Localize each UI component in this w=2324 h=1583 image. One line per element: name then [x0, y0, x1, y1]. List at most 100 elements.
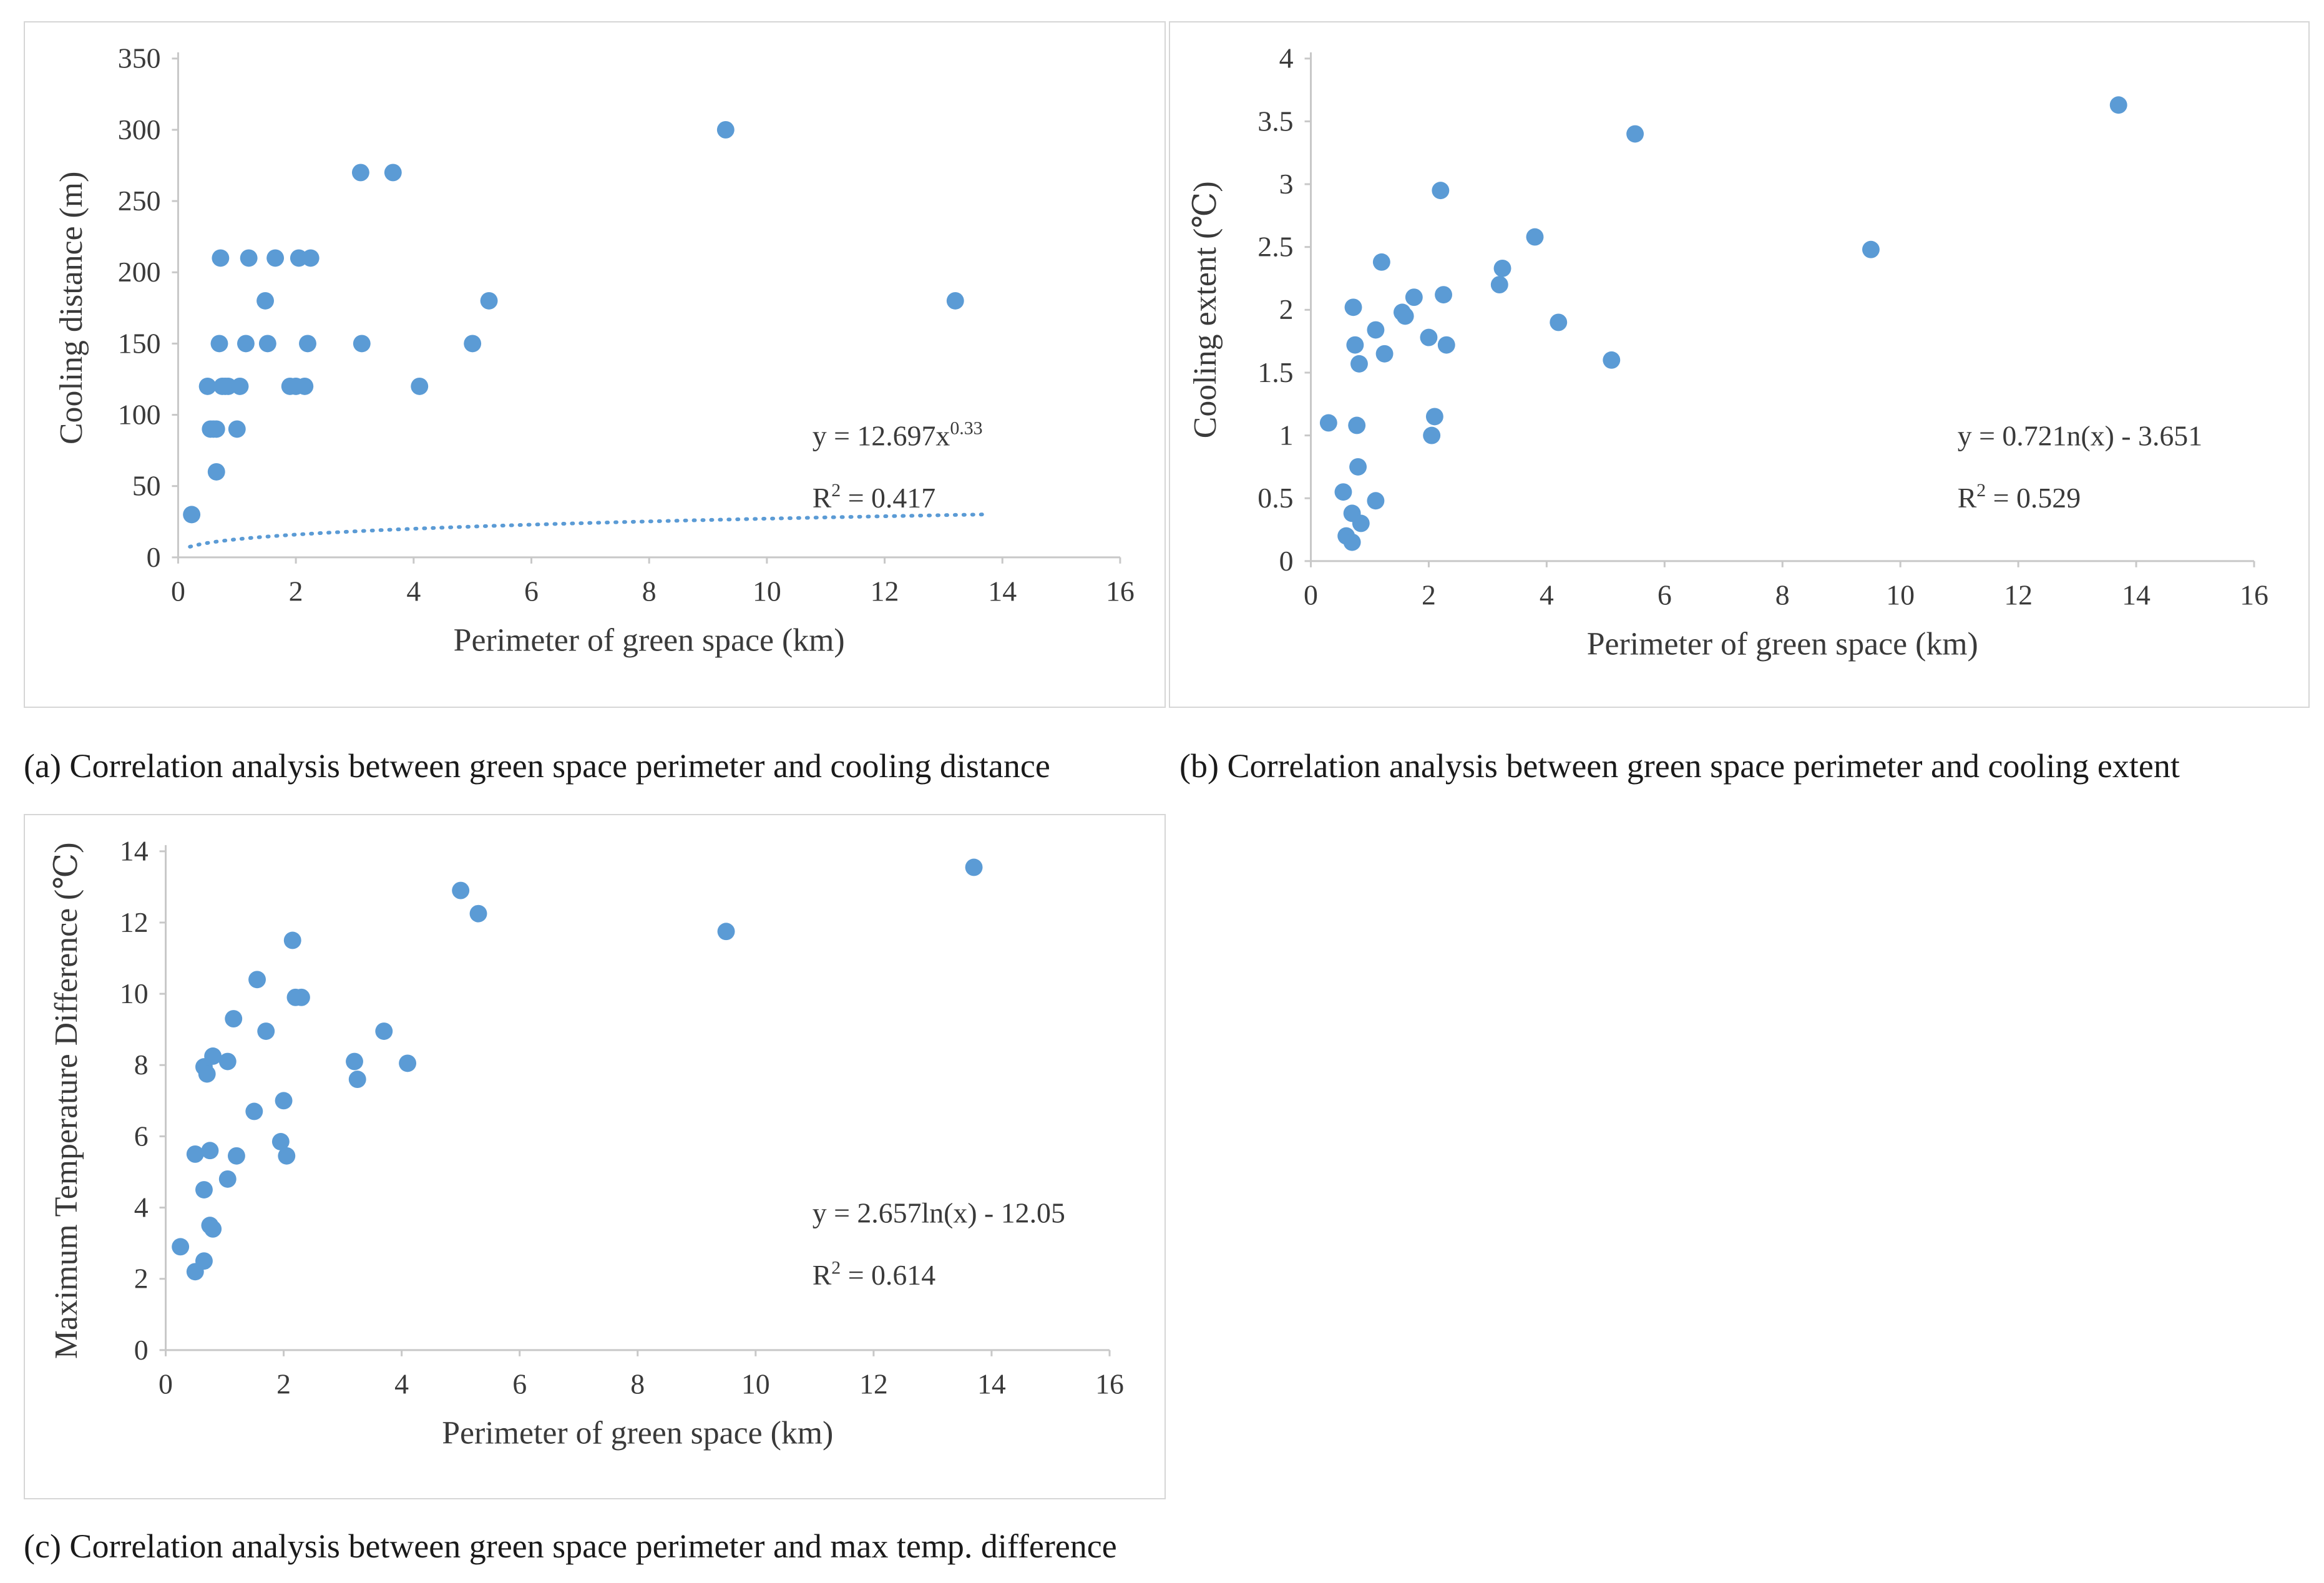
x-axis-title: Perimeter of green space (km)	[454, 622, 845, 658]
data-point	[2109, 96, 2127, 114]
r-squared-label: R2 = 0.417	[813, 480, 935, 514]
data-point	[346, 1052, 363, 1071]
data-point	[946, 292, 964, 310]
trend-equation: y = 12.697x0.33	[813, 418, 983, 452]
data-point	[227, 1147, 245, 1165]
data-point	[198, 377, 217, 395]
data-point	[195, 1181, 213, 1198]
data-point	[1334, 483, 1352, 501]
caption-b: (b) Correlation analysis between green s…	[1179, 747, 2180, 785]
data-point	[278, 1147, 296, 1165]
data-point	[296, 377, 314, 395]
y-tick-label: 1.5	[1257, 356, 1293, 388]
data-point	[292, 988, 310, 1006]
y-tick-label: 8	[134, 1049, 149, 1081]
y-tick-label: 2	[1279, 293, 1294, 325]
data-point	[411, 377, 429, 395]
data-point	[1437, 336, 1455, 354]
x-tick-label: 0	[1304, 579, 1318, 611]
y-tick-label: 200	[118, 256, 161, 288]
data-point	[228, 420, 246, 438]
data-point	[1603, 351, 1621, 369]
data-point	[1350, 355, 1368, 373]
x-tick-label: 2	[1422, 579, 1436, 611]
data-point	[965, 858, 983, 876]
data-point	[256, 292, 275, 310]
data-point	[207, 420, 225, 438]
chart-panel-c: 0 2 4 6 8 10 12 14 0 2 4 6 8 10 12 14 16 Perimeter of gre…	[24, 814, 1166, 1499]
x-tick-label: 8	[630, 1368, 645, 1400]
x-tick-label: 14	[2122, 579, 2151, 611]
x-tick-label: 12	[871, 576, 899, 607]
data-point	[201, 1142, 219, 1160]
x-tick-label: 16	[1106, 576, 1135, 607]
x-tick-label: 0	[159, 1368, 173, 1400]
data-point	[299, 335, 316, 353]
y-tick-label: 6	[134, 1120, 149, 1152]
y-tick-label: 2	[134, 1263, 149, 1295]
x-tick-label: 14	[977, 1368, 1006, 1400]
y-tick-label: 4	[1279, 42, 1294, 74]
data-point	[480, 292, 498, 310]
r-squared-label: R2 = 0.529	[1958, 480, 2081, 514]
x-tick-label: 4	[394, 1368, 409, 1400]
y-tick-label: 0	[147, 541, 161, 573]
data-point	[1550, 313, 1568, 331]
trend-equation: y = 0.721n(x) - 3.651	[1958, 420, 2202, 452]
data-point	[1432, 182, 1450, 200]
trend-equation: y = 2.657ln(x) - 12.05	[813, 1197, 1065, 1229]
data-point	[1375, 345, 1394, 363]
x-axis-title: Perimeter of green space (km)	[1587, 626, 1978, 662]
x-tick-label: 10	[1886, 579, 1915, 611]
x-tick-label: 4	[1540, 579, 1554, 611]
data-point	[198, 1065, 216, 1083]
data-point	[283, 931, 301, 949]
scatter-chart-b: 0 0.5 1 1.5 2 2.5 3 3.5 4 0 2 4 6 8 10 12 14 16 Perimeter …	[1188, 42, 2268, 662]
data-point	[186, 1145, 204, 1163]
data-point	[1405, 288, 1423, 306]
x-tick-label: 6	[524, 576, 539, 607]
scatter-chart-c: 0 2 4 6 8 10 12 14 0 2 4 6 8 10 12 14 16 Perimeter of gre…	[49, 835, 1124, 1451]
data-point	[258, 335, 276, 353]
trendline	[188, 512, 987, 549]
y-tick-label: 300	[118, 114, 161, 145]
x-tick-label: 16	[1095, 1368, 1124, 1400]
data-point	[1526, 228, 1544, 246]
data-point	[1352, 514, 1370, 532]
r-squared-label: R2 = 0.614	[813, 1257, 935, 1291]
x-tick-label: 12	[859, 1368, 888, 1400]
data-point	[716, 120, 735, 139]
data-point	[353, 335, 371, 353]
data-point	[257, 1022, 275, 1040]
x-tick-label: 4	[406, 576, 421, 607]
y-tick-label: 2.5	[1257, 231, 1293, 263]
data-point	[464, 335, 482, 353]
data-point	[1372, 253, 1390, 271]
x-tick-label: 8	[1775, 579, 1790, 611]
data-point	[469, 904, 487, 923]
y-tick-label: 3.5	[1257, 105, 1293, 137]
x-tick-label: 2	[289, 576, 303, 607]
data-point	[1319, 414, 1337, 432]
data-point	[351, 164, 369, 182]
data-point	[204, 1220, 222, 1238]
y-tick-label: 12	[120, 906, 149, 938]
data-point	[1493, 259, 1511, 277]
y-tick-label: 4	[134, 1192, 149, 1223]
data-point	[207, 463, 225, 481]
caption-a: (a) Correlation analysis between green s…	[24, 747, 1050, 785]
x-tick-label: 8	[642, 576, 657, 607]
y-tick-label: 100	[118, 399, 161, 431]
x-tick-label: 16	[2240, 579, 2268, 611]
data-point	[1349, 458, 1367, 476]
y-tick-label: 0	[134, 1334, 149, 1366]
y-axis-title: Cooling extent (℃)	[1188, 181, 1223, 438]
data-point	[375, 1022, 393, 1040]
data-point	[301, 249, 320, 267]
scatter-chart-a: 0 50 100 150 200 250 300 350 0 2 4 6 8 10 12 14 16 Perime…	[54, 42, 1135, 659]
y-tick-label: 250	[118, 185, 161, 217]
y-tick-label: 50	[132, 470, 161, 502]
data-point	[1346, 336, 1364, 354]
data-point	[1344, 298, 1362, 316]
data-point	[384, 164, 402, 182]
